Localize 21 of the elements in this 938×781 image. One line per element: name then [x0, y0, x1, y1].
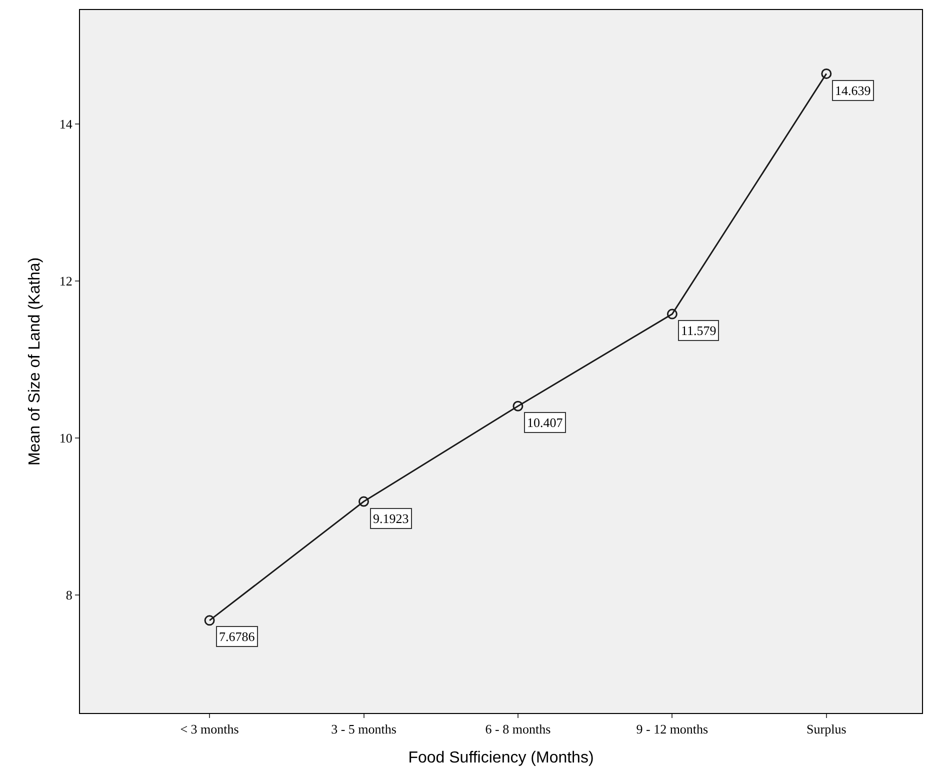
- point: [358, 496, 369, 507]
- y-tick-label: 8: [66, 588, 72, 603]
- x-tick-label: < 3 months: [180, 722, 239, 737]
- data-label: 7.6786: [219, 629, 256, 644]
- point: [512, 400, 524, 412]
- data-label: 11.579: [681, 323, 716, 338]
- y-axis-title: Mean of Size of Land (Katha): [26, 257, 44, 466]
- y-tick-label: 10: [59, 430, 72, 446]
- point: [204, 615, 215, 626]
- x-tick-label: 9 - 12 months: [636, 722, 708, 737]
- x-tick-label: 3 - 5 months: [331, 722, 396, 737]
- x-tick-label: Surplus: [806, 722, 846, 737]
- point: [666, 308, 678, 320]
- x-tick-label: 6 - 8 months: [485, 722, 551, 737]
- data-label: 10.407: [527, 415, 564, 430]
- y-tick-label: 12: [59, 274, 72, 289]
- data-label: 14.639: [835, 83, 871, 98]
- data-label: 9.1923: [373, 511, 409, 526]
- y-tick-label: 14: [59, 116, 73, 132]
- x-axis-title: Food Sufficiency (Months): [408, 749, 594, 766]
- point: [821, 68, 832, 79]
